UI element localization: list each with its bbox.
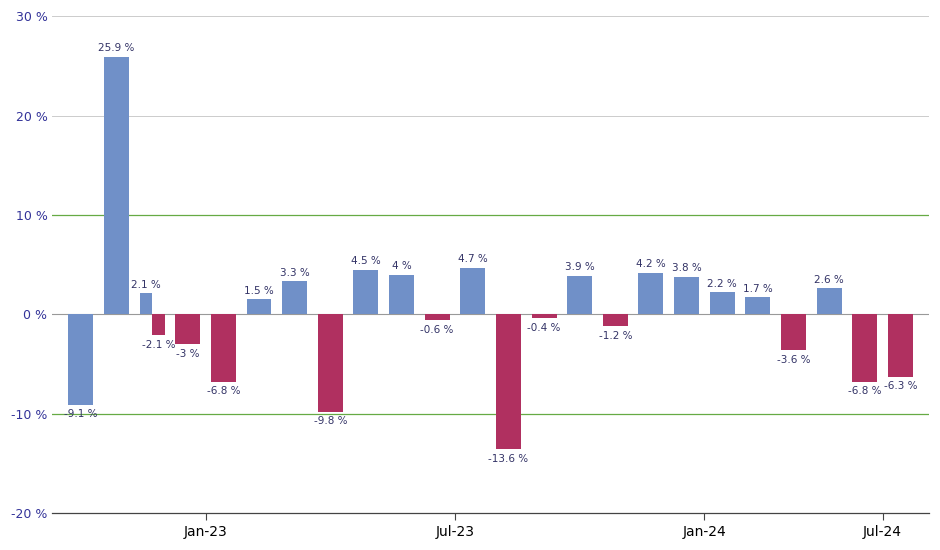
Text: -6.8 %: -6.8 % xyxy=(848,386,882,397)
Text: 3.3 %: 3.3 % xyxy=(280,268,309,278)
Bar xyxy=(674,277,699,314)
Text: -9.1 %: -9.1 % xyxy=(64,409,98,419)
Text: -13.6 %: -13.6 % xyxy=(489,454,528,464)
Bar xyxy=(532,314,556,318)
Text: 3.8 %: 3.8 % xyxy=(672,263,701,273)
Bar xyxy=(389,274,414,314)
Bar xyxy=(496,314,521,449)
Text: -1.2 %: -1.2 % xyxy=(599,331,632,340)
Bar xyxy=(710,293,735,314)
Bar xyxy=(69,314,93,405)
Bar xyxy=(567,276,592,314)
Bar xyxy=(745,298,770,314)
Bar xyxy=(175,314,200,344)
Text: -3.6 %: -3.6 % xyxy=(776,355,810,365)
Bar xyxy=(781,314,806,350)
Text: 2.6 %: 2.6 % xyxy=(814,275,844,285)
Text: 4.5 %: 4.5 % xyxy=(351,256,381,266)
Text: 4.2 %: 4.2 % xyxy=(636,259,666,269)
Text: -2.1 %: -2.1 % xyxy=(142,340,175,350)
Text: -9.8 %: -9.8 % xyxy=(314,416,347,426)
Bar xyxy=(603,314,628,326)
Bar xyxy=(318,314,343,412)
Bar xyxy=(152,314,164,335)
Bar xyxy=(104,57,129,314)
Bar xyxy=(211,314,236,382)
Text: 1.5 %: 1.5 % xyxy=(244,286,274,296)
Text: 2.1 %: 2.1 % xyxy=(131,280,161,290)
Bar xyxy=(246,299,272,314)
Bar xyxy=(461,268,485,314)
Text: -0.4 %: -0.4 % xyxy=(527,323,561,333)
Bar xyxy=(282,282,307,314)
Bar xyxy=(353,270,379,314)
Text: -6.8 %: -6.8 % xyxy=(207,386,240,397)
Bar xyxy=(888,314,913,377)
Text: 1.7 %: 1.7 % xyxy=(743,284,773,294)
Bar xyxy=(638,273,664,314)
Text: -6.3 %: -6.3 % xyxy=(884,381,917,392)
Text: -3 %: -3 % xyxy=(176,349,199,359)
Text: 3.9 %: 3.9 % xyxy=(565,262,595,272)
Text: 25.9 %: 25.9 % xyxy=(99,43,134,53)
Text: 4 %: 4 % xyxy=(392,261,412,271)
Text: 4.7 %: 4.7 % xyxy=(458,254,488,264)
Text: -0.6 %: -0.6 % xyxy=(420,324,454,335)
Text: 2.2 %: 2.2 % xyxy=(707,279,737,289)
Bar xyxy=(140,293,152,314)
Bar xyxy=(425,314,449,320)
Bar xyxy=(817,288,841,314)
Bar xyxy=(853,314,877,382)
